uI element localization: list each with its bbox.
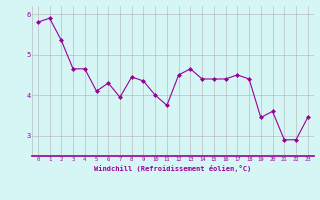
- X-axis label: Windchill (Refroidissement éolien,°C): Windchill (Refroidissement éolien,°C): [94, 165, 252, 172]
